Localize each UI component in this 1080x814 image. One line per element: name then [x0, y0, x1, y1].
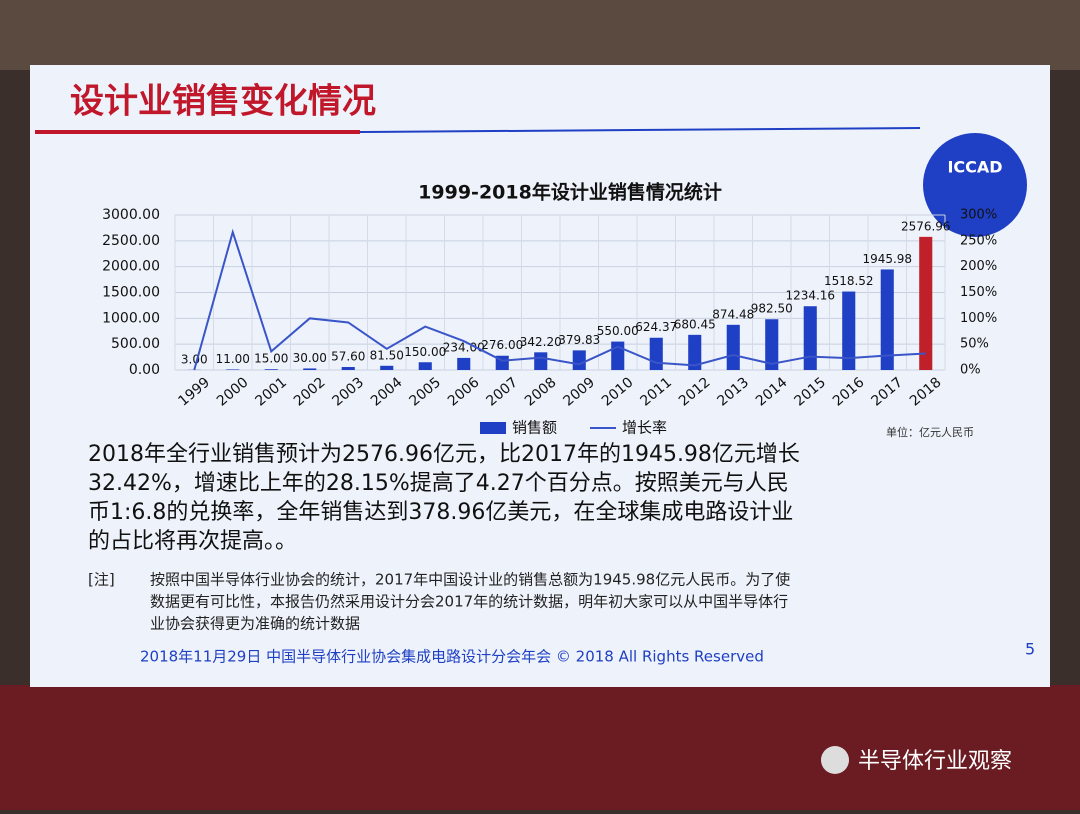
- y-tick-label: 3000.00: [102, 207, 160, 223]
- bar: [573, 350, 586, 370]
- value-label: 2576.96: [901, 219, 951, 233]
- body-line: 2018年全行业销售预计为2576.96亿元，比2017年的1945.98亿元增…: [88, 442, 800, 467]
- bar: [226, 369, 239, 370]
- bar: [419, 362, 432, 370]
- bar: [342, 367, 355, 370]
- page-number: 5: [1025, 640, 1035, 659]
- value-label: 874.48: [712, 307, 754, 321]
- bar: [727, 325, 740, 370]
- value-label: 81.50: [370, 348, 404, 362]
- bar: [265, 369, 278, 370]
- value-label: 150.00: [404, 345, 446, 359]
- value-label: 342.20: [520, 335, 562, 349]
- value-label: 624.37: [635, 320, 677, 334]
- value-label: 550.00: [597, 324, 639, 338]
- note-line: 数据更有可比性，本报告仍然采用设计分会2017年的统计数据，明年初大家可以从中国…: [150, 593, 788, 611]
- legend-label: 销售额: [512, 419, 557, 437]
- bar: [650, 338, 663, 370]
- watermark: 半导体行业观察: [858, 749, 1012, 774]
- y-tick-label: 500.00: [111, 336, 160, 352]
- value-label: 1518.52: [824, 274, 874, 288]
- legend-label: 增长率: [622, 419, 667, 437]
- body-line: 的占比将再次提高。。: [88, 529, 297, 554]
- y2-tick-label: 250%: [960, 233, 997, 248]
- value-label: 11.00: [216, 352, 250, 366]
- note-tag: [注]: [88, 571, 115, 589]
- y-tick-label: 2500.00: [102, 233, 160, 249]
- y-tick-label: 2000.00: [102, 259, 160, 275]
- value-label: 680.45: [674, 317, 716, 331]
- value-label: 234.00: [443, 340, 485, 354]
- note-line: 按照中国半导体行业协会的统计，2017年中国设计业的销售总额为1945.98亿元…: [150, 571, 790, 589]
- wechat-icon: [821, 746, 849, 774]
- value-label: 1234.16: [785, 289, 835, 303]
- y2-tick-label: 150%: [960, 285, 997, 300]
- value-label: 57.60: [331, 350, 365, 364]
- value-label: 30.00: [293, 351, 327, 365]
- body-line: 币1:6.8的兑换率，全年销售达到378.96亿美元，在全球集成电路设计业: [88, 500, 793, 525]
- body-line: 32.42%，增速比上年的28.15%提高了4.27个百分点。按照美元与人民: [88, 471, 789, 496]
- bar: [303, 368, 316, 370]
- y-tick-label: 0.00: [129, 362, 160, 378]
- y2-tick-label: 50%: [960, 337, 989, 352]
- value-label: 982.50: [751, 302, 793, 316]
- y2-tick-label: 100%: [960, 311, 997, 326]
- bar: [457, 358, 470, 370]
- bar: [919, 237, 932, 370]
- value-label: 15.00: [254, 352, 288, 366]
- y2-tick-label: 200%: [960, 259, 997, 274]
- y2-tick-label: 0%: [960, 363, 981, 378]
- logo-text: ICCAD: [947, 158, 1002, 177]
- unit-note: 单位：亿元人民币: [886, 425, 974, 439]
- bar: [380, 366, 393, 370]
- bar: [804, 306, 817, 370]
- ceiling: [0, 0, 1080, 70]
- legend-swatch: [480, 422, 506, 434]
- y2-tick-label: 300%: [960, 208, 997, 223]
- bar: [534, 352, 547, 370]
- footer: 2018年11月29日 中国半导体行业协会集成电路设计分会年会 © 2018 A…: [140, 648, 764, 666]
- slide-title: 设计业销售变化情况: [70, 82, 376, 122]
- chart-title: 1999-2018年设计业销售情况统计: [418, 181, 722, 204]
- y-tick-label: 1500.00: [102, 285, 160, 301]
- y-tick-label: 1000.00: [102, 310, 160, 326]
- value-label: 276.00: [481, 338, 523, 352]
- stage: [0, 685, 1080, 810]
- note-line: 业协会获得更为准确的统计数据: [150, 615, 360, 633]
- value-label: 1945.98: [862, 252, 912, 266]
- value-label: 379.83: [558, 333, 600, 347]
- value-label: 3.00: [181, 352, 208, 366]
